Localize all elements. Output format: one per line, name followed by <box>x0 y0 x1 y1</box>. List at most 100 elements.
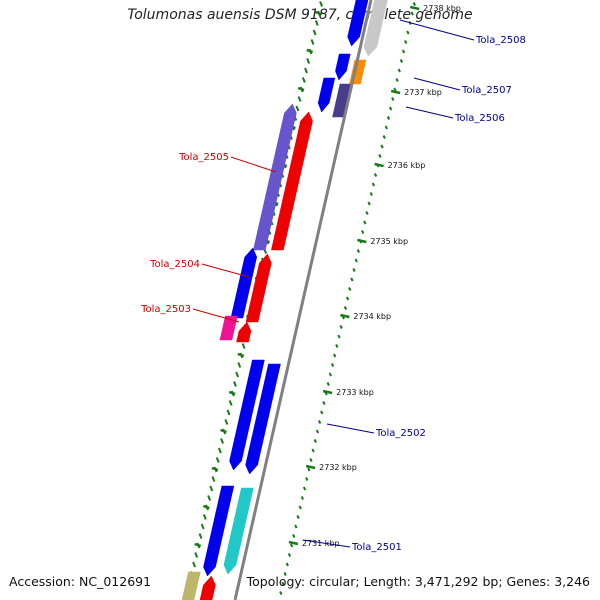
outer-tick <box>306 58 311 64</box>
gene-slate <box>253 103 297 251</box>
outer-tick <box>295 105 300 112</box>
label-leader-line <box>302 539 351 548</box>
gene-label-tola-2507: Tola_2507 <box>461 85 512 96</box>
inner-tick <box>294 524 298 529</box>
gene-gray <box>363 0 388 57</box>
inner-tick <box>330 363 335 367</box>
scale-tick <box>288 540 299 546</box>
outer-tick <box>220 438 224 444</box>
scale-label: 2733 kbp <box>336 388 374 397</box>
inner-tick <box>410 11 414 16</box>
inner-tick <box>365 211 369 215</box>
inner-tick <box>354 258 358 263</box>
gene-blue <box>245 363 281 475</box>
topology-summary: Topology: circular; Length: 3,471,292 bp… <box>246 574 590 589</box>
scale-tick <box>390 89 401 95</box>
outer-tick <box>235 371 240 378</box>
inner-tick <box>389 106 393 111</box>
inner-tick <box>391 97 395 101</box>
outer-tick <box>224 419 229 425</box>
inner-tick <box>320 410 324 415</box>
inner-tick <box>345 296 350 301</box>
outer-major-tick <box>194 542 202 548</box>
inner-tick <box>326 382 330 386</box>
inner-tick <box>386 116 391 120</box>
outer-tick <box>209 485 214 492</box>
outer-major-tick <box>237 352 245 358</box>
inner-tick <box>309 458 313 462</box>
scale-label: 2735 kbp <box>370 237 408 246</box>
inner-tick <box>311 448 315 453</box>
gene-label-tola-2506: Tola_2506 <box>454 113 505 124</box>
outer-tick <box>301 77 306 83</box>
inner-tick <box>283 572 287 576</box>
outer-tick <box>207 495 212 501</box>
outer-tick <box>211 476 216 482</box>
scale-label: 2738 kbp <box>423 4 461 13</box>
gene-blue <box>335 53 351 81</box>
scale-label: 2736 kbp <box>388 161 426 170</box>
inner-tick <box>382 135 386 139</box>
outer-tick <box>310 39 315 45</box>
outer-tick <box>233 381 237 387</box>
outer-major-tick <box>220 428 227 434</box>
inner-tick <box>307 467 311 472</box>
gene-cyan <box>223 487 254 575</box>
label-leader-line <box>399 19 475 41</box>
outer-tick <box>226 409 231 416</box>
inner-tick <box>384 125 388 130</box>
inner-tick <box>279 591 283 595</box>
outer-major-tick <box>314 10 322 16</box>
gene-label-tola-2505: Tola_2505 <box>178 152 229 163</box>
outer-major-tick <box>306 48 314 54</box>
outer-tick <box>241 343 246 349</box>
outer-tick <box>297 96 302 102</box>
inner-tick <box>313 439 317 443</box>
inner-tick <box>287 553 292 557</box>
inner-tick <box>337 334 341 339</box>
inner-tick <box>348 287 352 291</box>
outer-tick <box>304 67 308 74</box>
inner-tick <box>300 496 305 500</box>
outer-tick <box>200 523 205 530</box>
inner-tick <box>285 562 289 567</box>
inner-tick <box>289 543 294 548</box>
scale-tick <box>322 389 333 395</box>
outer-tick <box>194 552 199 558</box>
gene-label-tola-2501: Tola_2501 <box>351 542 402 553</box>
map-title: Tolumonas auensis DSM 9187, complete gen… <box>127 7 473 23</box>
inner-tick <box>369 192 373 196</box>
gene-labels: Tola_2508 Tola_2507 Tola_2506 Tola_2505 Tola… <box>140 19 526 553</box>
outer-tick <box>202 514 207 520</box>
inner-tick <box>412 2 416 6</box>
inner-tick <box>393 87 397 92</box>
outer-major-tick <box>202 504 210 510</box>
gene-label-tola-2502: Tola_2502 <box>375 428 426 439</box>
label-leader-line <box>326 423 375 434</box>
outer-tick <box>198 533 203 539</box>
inner-tick <box>328 372 333 377</box>
inner-tick <box>356 249 361 253</box>
label-leader-line <box>201 263 250 278</box>
gene-label-tola-2508: Tola_2508 <box>475 35 526 46</box>
inner-tick <box>361 230 365 234</box>
gene-khaki <box>181 571 201 600</box>
inner-tick <box>292 534 296 538</box>
outer-tick <box>217 447 222 454</box>
outer-tick <box>228 400 233 406</box>
label-leader-line <box>413 77 461 91</box>
gene-label-tola-2504: Tola_2504 <box>149 259 200 270</box>
gene-blue <box>347 0 369 47</box>
inner-tick <box>333 353 337 358</box>
inner-tick <box>315 429 320 434</box>
accession-text: Accession: NC_012691 <box>9 574 152 589</box>
gene-blue <box>229 359 265 471</box>
label-leader-line <box>230 156 277 173</box>
gene-blue <box>317 77 336 113</box>
inner-tick <box>401 49 406 54</box>
outer-tick <box>192 561 196 568</box>
scale-label: 2732 kbp <box>319 463 357 472</box>
outer-tick <box>237 362 242 368</box>
gene-red <box>236 321 252 343</box>
